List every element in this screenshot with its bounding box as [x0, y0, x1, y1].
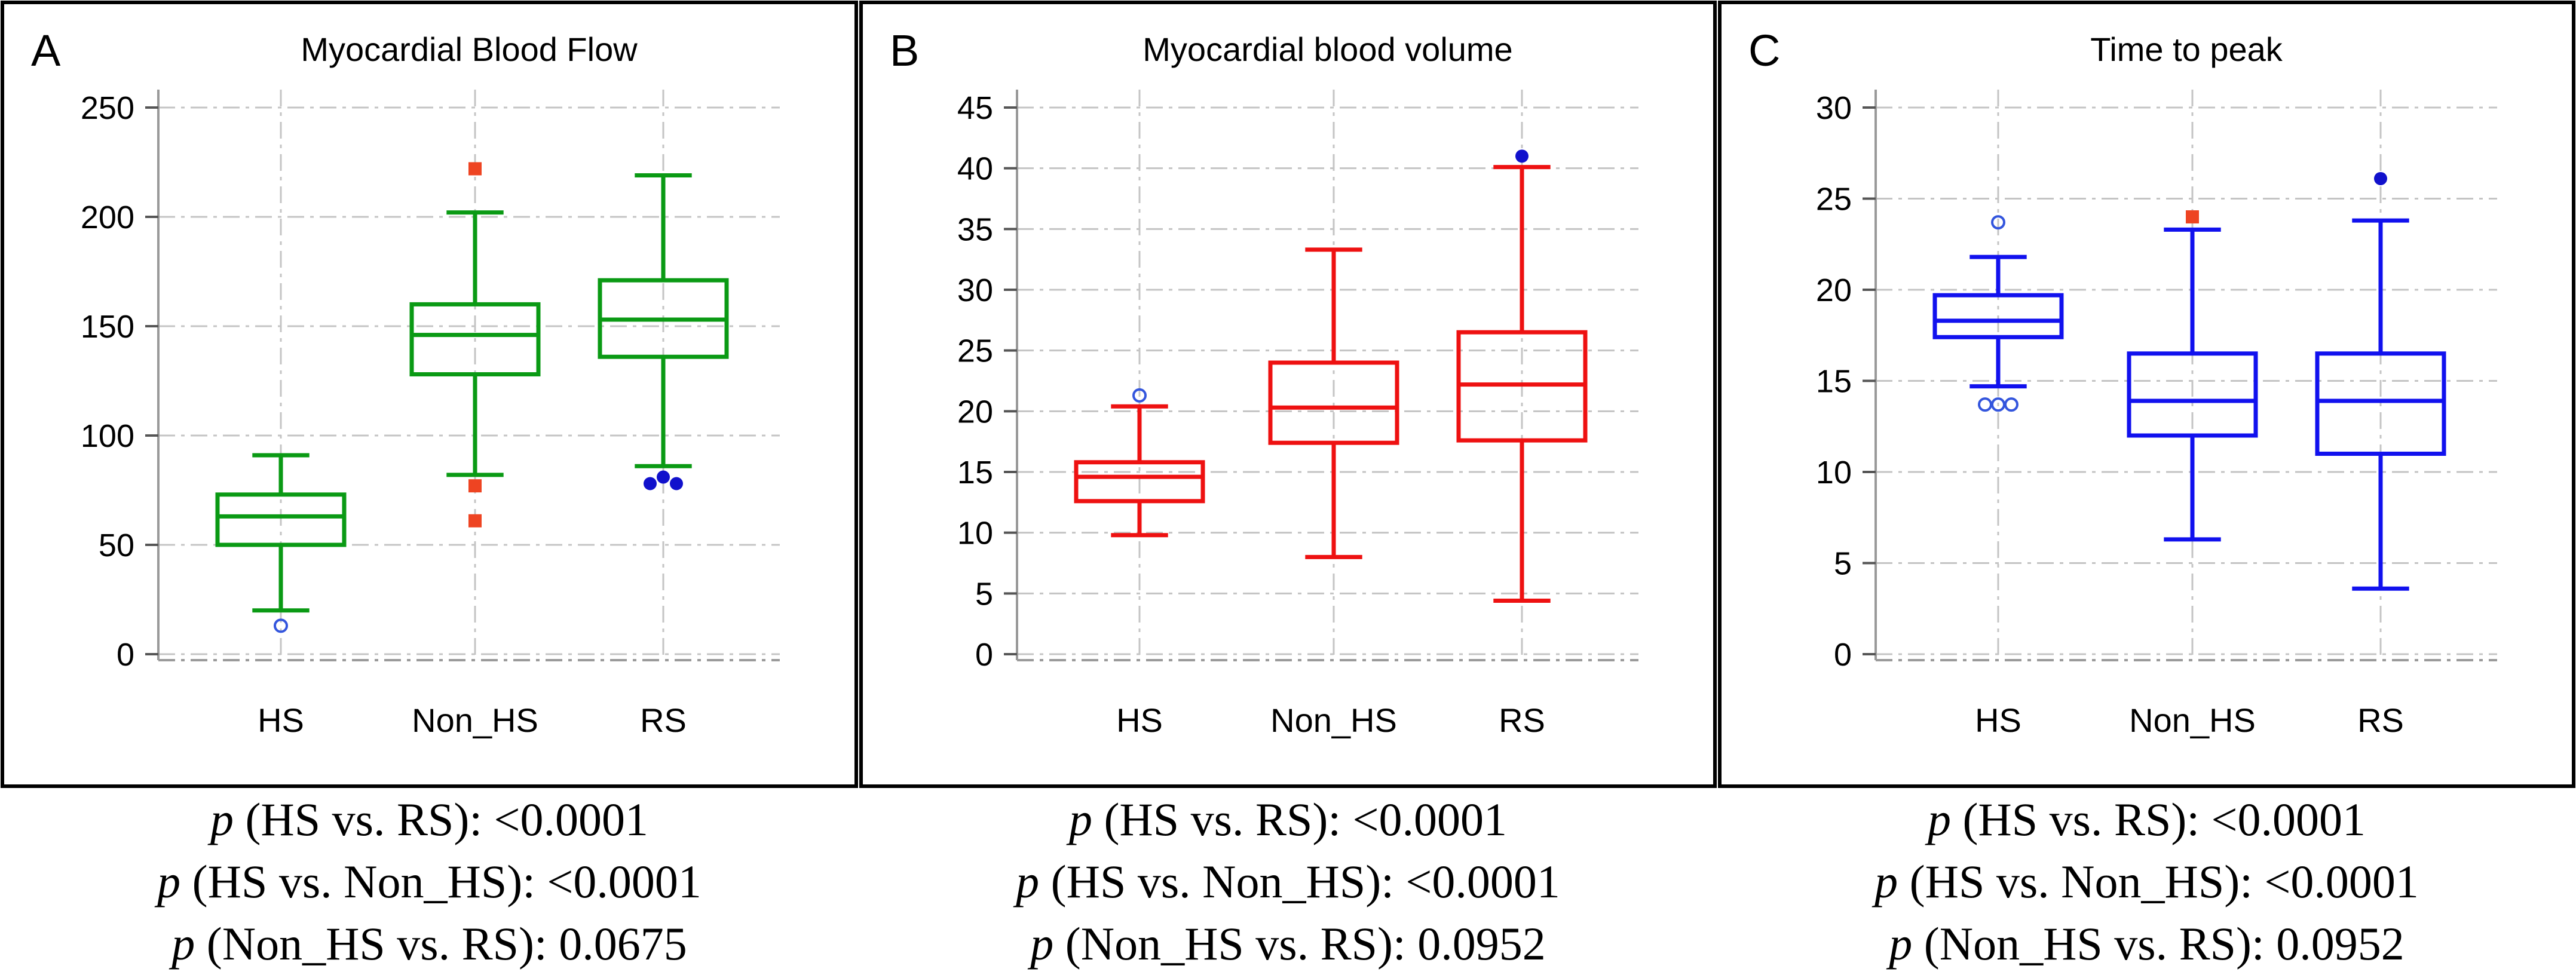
- iqr-box: [1932, 293, 2064, 339]
- panel-c-pvalues: p (HS vs. RS): <0.0001 p (HS vs. Non_HS)…: [1717, 789, 2576, 975]
- outlier-marker: [274, 618, 288, 633]
- pvalue-line: p (HS vs. RS): <0.0001: [210, 793, 649, 845]
- outlier-marker: [1978, 397, 1992, 412]
- panel-a-chart: A Myocardial Blood Flow 0 50 100 150 200 250 HS N…: [1, 1, 858, 788]
- x-tick-label: HS: [1975, 701, 2021, 739]
- y-tick-label: 50: [99, 528, 134, 563]
- panel-c-chart: C Time to peak 0 5 10 15 20 25 30 HS Non_HS RS: [1718, 1, 2575, 788]
- pvalue-line: p (HS vs. Non_HS): <0.0001: [1016, 856, 1560, 907]
- outlier-marker: [468, 514, 482, 528]
- pvalue-line: p (Non_HS vs. RS): 0.0675: [171, 918, 687, 970]
- x-tick-label: Non_HS: [1270, 701, 1397, 739]
- outlier-marker: [1515, 149, 1529, 163]
- outlier-marker: [670, 477, 683, 490]
- pvalue-line: p (Non_HS vs. RS): 0.0952: [1030, 918, 1546, 970]
- y-tick-label: 5: [1834, 546, 1852, 582]
- iqr-box: [409, 302, 541, 377]
- iqr-box: [1268, 360, 1399, 445]
- pvalue-line: p (HS vs. Non_HS): <0.0001: [1874, 856, 2419, 907]
- y-tick-label: 200: [81, 200, 134, 235]
- outlier-marker: [468, 162, 482, 176]
- y-tick-label: 5: [975, 576, 993, 612]
- outlier-marker: [2186, 210, 2199, 223]
- pvalue-line: p (HS vs. Non_HS): <0.0001: [157, 856, 702, 907]
- y-tick-label: 0: [975, 637, 993, 673]
- y-tick-label: 20: [957, 394, 993, 430]
- y-tick-label: 25: [1816, 182, 1852, 217]
- outlier-marker: [2004, 397, 2018, 412]
- y-tick-label: 150: [81, 309, 134, 345]
- x-tick-label: RS: [640, 701, 687, 739]
- outlier-marker: [2374, 171, 2387, 185]
- panel-a-pvalues: p (HS vs. RS): <0.0001 p (HS vs. Non_HS)…: [0, 789, 859, 975]
- y-tick-label: 10: [1816, 455, 1852, 490]
- y-tick-label: 10: [957, 516, 993, 551]
- panel-frame: [1718, 1, 2575, 788]
- x-tick-label: Non_HS: [412, 701, 538, 739]
- x-tick-label: RS: [2357, 701, 2404, 739]
- pvalue-line: p (HS vs. RS): <0.0001: [1068, 793, 1508, 845]
- panel-frame: [1, 1, 858, 788]
- iqr-box: [1074, 460, 1205, 504]
- panel-letter: B: [890, 26, 919, 75]
- chart-title: Myocardial Blood Flow: [301, 30, 638, 68]
- outlier-marker: [1991, 215, 2005, 230]
- iqr-box: [2127, 351, 2258, 438]
- x-tick-label: HS: [258, 701, 304, 739]
- pvalue-line: p (Non_HS vs. RS): 0.0952: [1889, 918, 2405, 970]
- panel-letter: C: [1748, 26, 1780, 75]
- outlier-marker: [468, 479, 482, 493]
- panel-letter: A: [31, 26, 61, 75]
- outlier-marker: [657, 470, 670, 484]
- y-tick-label: 0: [117, 637, 134, 673]
- y-tick-label: 25: [957, 333, 993, 369]
- y-tick-label: 15: [1816, 364, 1852, 400]
- x-tick-label: Non_HS: [2129, 701, 2256, 739]
- y-tick-label: 0: [1834, 637, 1852, 673]
- y-tick-label: 35: [957, 211, 993, 247]
- y-tick-label: 250: [81, 90, 134, 126]
- panel-frame: [859, 1, 1717, 788]
- y-tick-label: 20: [1816, 272, 1852, 308]
- outlier-marker: [1132, 388, 1147, 403]
- panel-b-pvalues: p (HS vs. RS): <0.0001 p (HS vs. Non_HS)…: [859, 789, 1717, 975]
- chart-title: Myocardial blood volume: [1142, 30, 1512, 68]
- y-tick-label: 45: [957, 90, 993, 126]
- y-tick-label: 30: [957, 272, 993, 308]
- y-tick-label: 30: [1816, 90, 1852, 126]
- x-tick-label: HS: [1116, 701, 1163, 739]
- x-tick-label: RS: [1499, 701, 1545, 739]
- pvalue-line: p (HS vs. RS): <0.0001: [1927, 793, 2366, 845]
- panel-b-chart: B Myocardial blood volume 0 5 10 15 20 25 30 35 40…: [859, 1, 1717, 788]
- y-tick-label: 40: [957, 151, 993, 187]
- iqr-box: [2315, 351, 2446, 456]
- iqr-box: [215, 492, 347, 547]
- y-tick-label: 15: [957, 455, 993, 490]
- chart-title: Time to peak: [2090, 30, 2283, 68]
- y-tick-label: 100: [81, 418, 134, 454]
- outlier-marker: [644, 477, 657, 490]
